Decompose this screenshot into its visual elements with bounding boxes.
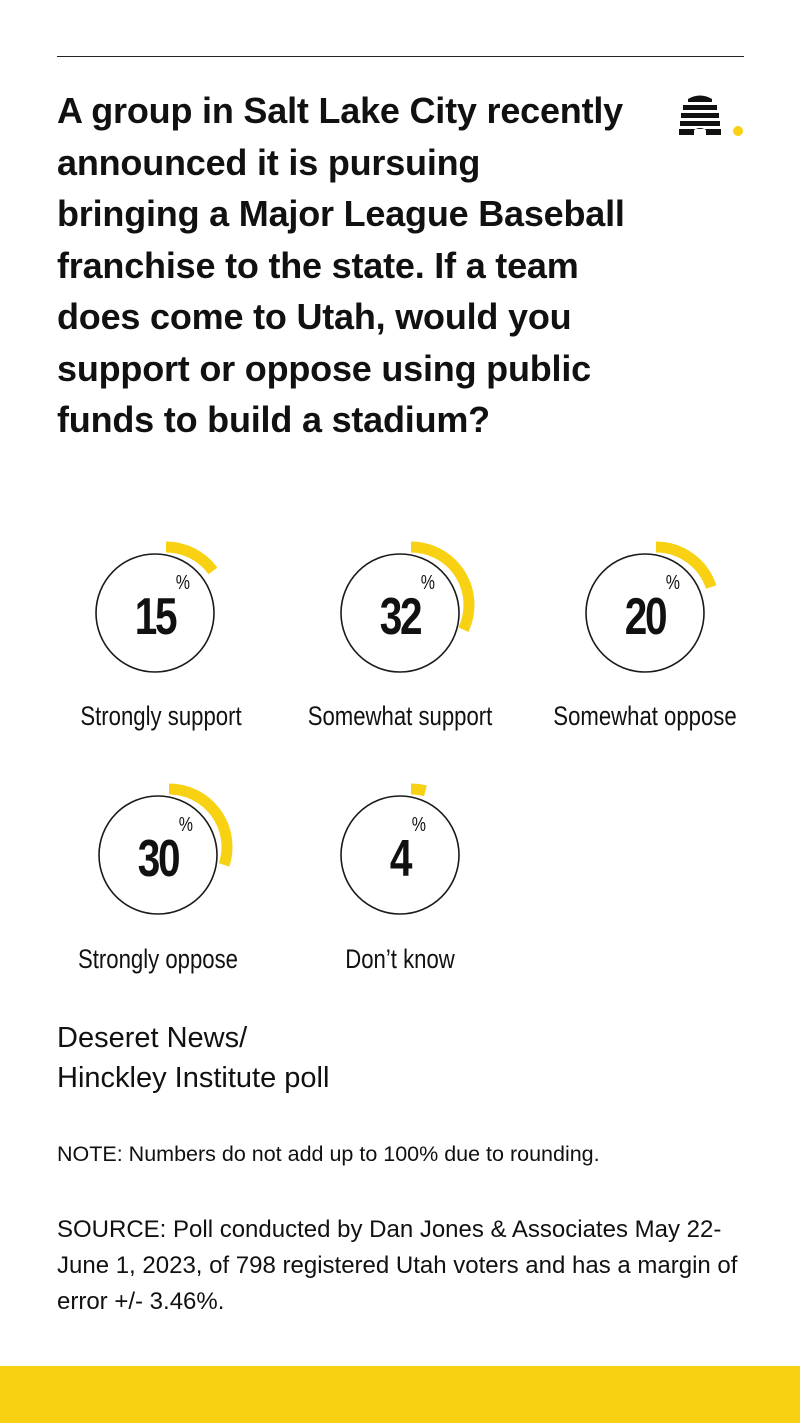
rounding-note: NOTE: Numbers do not add up to 100% due …: [57, 1142, 600, 1166]
donut-value-3: 30: [137, 830, 181, 888]
donut-ring-4: [340, 795, 460, 915]
donut-value-1: 32: [379, 588, 423, 646]
donut-value-0: 15: [134, 588, 178, 646]
donut-ring-0: [95, 553, 215, 673]
category-label-1: Somewhat support: [307, 701, 493, 731]
top-rule: [57, 56, 744, 57]
donut-3: 30%: [98, 783, 238, 935]
source-text: SOURCE: Poll conducted by Dan Jones & As…: [57, 1216, 738, 1315]
category-label-3: Strongly oppose: [77, 944, 239, 974]
category-label-4: Don’t know: [345, 944, 455, 974]
donut-percent-sign-4: %: [411, 814, 427, 836]
donut-0: 15%: [95, 541, 235, 693]
donut-svg-3: [98, 783, 233, 915]
donut-svg-2: [585, 541, 717, 673]
donut-ring-2: [585, 553, 705, 673]
donut-ring-1: [340, 553, 460, 673]
donut-arc-0: [165, 541, 218, 575]
donut-value-2: 20: [624, 588, 668, 646]
category-label-0: Strongly support: [80, 701, 242, 731]
donut-svg-4: [340, 783, 460, 915]
donut-2: 20%: [585, 541, 725, 693]
donut-svg-1: [340, 541, 475, 673]
poll-source-line-2: Hinckley Institute poll: [57, 1062, 330, 1094]
donut-value-4: 4: [389, 830, 413, 888]
bottom-accent-bar: [0, 1366, 800, 1423]
donut-percent-sign-1: %: [420, 572, 436, 594]
donut-ring-3: [98, 795, 218, 915]
donut-arc-1: [410, 541, 475, 633]
poll-source-line-1: Deseret News/: [57, 1022, 248, 1054]
donut-percent-sign-2: %: [665, 572, 681, 594]
poll-source-title: Deseret News/ Hinckley Institute poll: [57, 1018, 329, 1098]
question-title: A group in Salt Lake City recently annou…: [57, 90, 625, 440]
donut-arc-4: [410, 783, 427, 797]
category-label-2: Somewhat oppose: [553, 701, 737, 731]
donut-percent-sign-3: %: [178, 814, 194, 836]
donut-4: 4%: [340, 783, 480, 935]
beehive-logo-icon: [676, 93, 746, 141]
donut-percent-sign-0: %: [175, 572, 191, 594]
logo-dot: [733, 126, 743, 136]
donut-arc-2: [655, 541, 717, 589]
donut-arc-3: [168, 783, 233, 867]
donut-1: 32%: [340, 541, 480, 693]
donut-svg-0: [95, 541, 218, 673]
